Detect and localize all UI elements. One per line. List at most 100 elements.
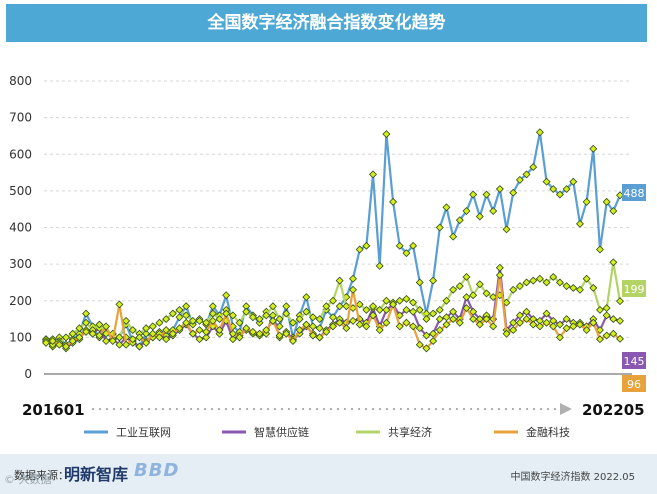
data-point (329, 296, 337, 305)
data-point (555, 278, 564, 287)
data-point (422, 315, 431, 324)
data-point (395, 322, 404, 331)
data-point (48, 337, 57, 346)
data-point (382, 130, 391, 139)
data-point (402, 294, 411, 303)
data-point (142, 338, 151, 347)
data-point (349, 285, 357, 294)
data-point (402, 305, 411, 314)
data-point (422, 344, 431, 353)
y-tick-label: 300 (9, 257, 32, 271)
data-point (82, 318, 91, 327)
data-point (489, 207, 498, 215)
data-point (55, 340, 64, 349)
logo-mark: BBD (134, 460, 180, 481)
data-point (562, 282, 571, 291)
data-point (589, 318, 598, 327)
data-point (255, 315, 264, 324)
data-point (295, 315, 304, 324)
data-point (409, 298, 418, 307)
data-point (302, 320, 311, 329)
data-point (455, 282, 464, 291)
data-point (88, 329, 97, 338)
data-point (529, 163, 538, 172)
footer-note: 中国数字经济指数 2022.05 (510, 472, 635, 483)
data-point (502, 329, 511, 338)
data-point (202, 327, 211, 336)
data-point (295, 326, 304, 335)
data-point (589, 283, 598, 292)
data-point (489, 293, 498, 302)
data-point (95, 331, 104, 340)
data-point (375, 326, 384, 335)
data-point (515, 318, 524, 327)
data-point (262, 326, 271, 335)
data-point (175, 313, 184, 322)
end-value-label: 199 (624, 283, 645, 296)
data-point (255, 329, 264, 338)
end-value-badge (622, 375, 646, 392)
data-point (275, 331, 284, 340)
data-point (128, 326, 137, 335)
data-point (362, 305, 371, 314)
legend-label: 金融科技 (526, 425, 570, 439)
data-point (155, 333, 164, 342)
data-point (142, 324, 151, 333)
data-point (442, 203, 451, 212)
data-point (362, 322, 371, 331)
data-point (549, 185, 558, 194)
data-point (522, 315, 531, 324)
data-point (475, 212, 484, 221)
data-point (596, 335, 604, 344)
data-point (248, 313, 257, 322)
data-point (575, 320, 584, 329)
data-point (529, 276, 538, 285)
data-point (582, 274, 591, 283)
data-point (389, 197, 398, 206)
data-point (315, 333, 324, 342)
legend-label: 工业互联网 (116, 426, 171, 439)
data-point (455, 318, 464, 327)
data-point (202, 333, 211, 342)
data-point (609, 315, 618, 324)
data-point (302, 293, 311, 302)
y-tick-label: 400 (9, 221, 32, 235)
data-point (108, 337, 117, 346)
y-tick-label: 800 (9, 74, 32, 88)
data-point (502, 225, 511, 234)
data-point (268, 302, 277, 311)
data-point (42, 338, 50, 347)
data-point (616, 297, 624, 306)
data-point (495, 271, 504, 280)
legend-label: 共享经济 (388, 425, 432, 439)
data-point (182, 318, 191, 327)
data-point (75, 324, 84, 333)
data-point (195, 316, 204, 325)
data-point (135, 342, 144, 351)
end-value-label: 488 (624, 187, 645, 200)
data-point (475, 280, 484, 289)
data-point (549, 272, 558, 281)
data-point (522, 170, 531, 179)
data-point (282, 329, 291, 338)
data-point (596, 326, 604, 335)
data-point (549, 322, 558, 331)
data-point (602, 331, 611, 340)
data-point (522, 278, 531, 287)
data-point (582, 197, 591, 206)
data-point (208, 316, 217, 325)
data-point (222, 309, 231, 318)
data-point (375, 261, 384, 270)
y-tick-label: 600 (9, 147, 32, 161)
data-point (582, 326, 591, 335)
data-point (329, 322, 337, 331)
x-start-label: 201601 (22, 401, 85, 419)
data-point (562, 315, 571, 324)
data-point (569, 177, 578, 186)
end-value-badge (622, 184, 646, 201)
data-point (148, 329, 157, 338)
data-point (509, 326, 518, 335)
data-point (302, 307, 311, 316)
data-point (115, 300, 124, 309)
logo-text: 明新智库 (64, 465, 129, 484)
